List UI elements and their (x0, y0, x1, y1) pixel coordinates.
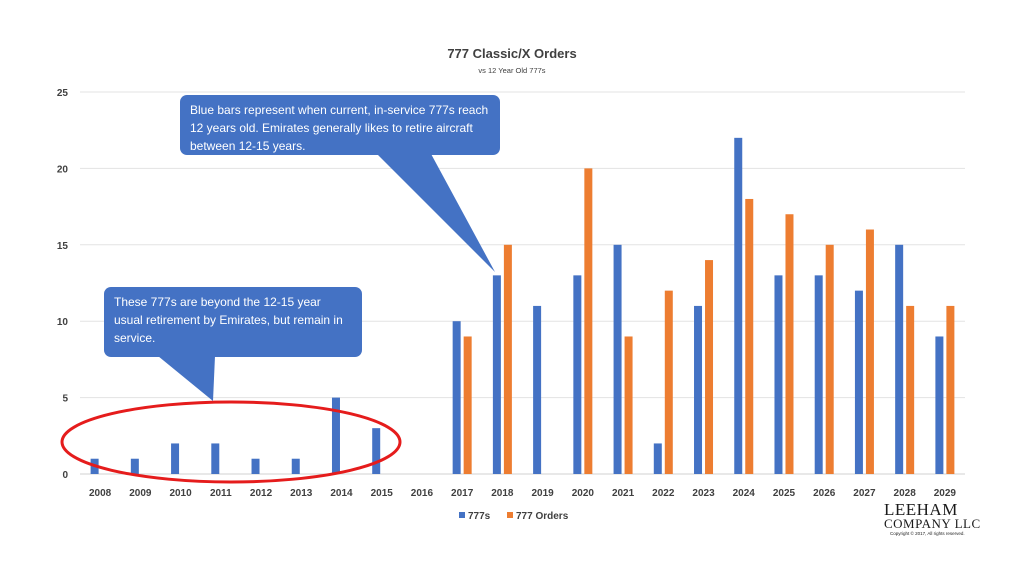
bar-777-orders (664, 290, 673, 474)
bar-777-orders (705, 260, 714, 474)
y-tick-label: 15 (57, 241, 69, 252)
y-axis-ticks: 0 5 10 15 20 25 (57, 88, 69, 481)
callout-blue-bars: Blue bars represent when current, in-ser… (180, 95, 500, 155)
x-tick-label: 2009 (129, 488, 152, 499)
x-tick-label: 2019 (531, 488, 554, 499)
legend-label: 777 Orders (516, 511, 569, 522)
x-tick-label: 2012 (250, 488, 273, 499)
y-tick-label: 20 (57, 164, 69, 175)
bar-777s (935, 336, 944, 474)
bar-777-orders (825, 244, 834, 474)
callout-old-pointer (158, 356, 215, 401)
bar-777s (130, 458, 139, 474)
x-tick-label: 2020 (572, 488, 595, 499)
bar-777-orders (463, 336, 472, 474)
x-tick-label: 2014 (330, 488, 353, 499)
bar-777s (291, 458, 300, 474)
chart-subtitle: vs 12 Year Old 777s (478, 66, 545, 75)
chart-title: 777 Classic/X Orders (447, 46, 576, 61)
x-axis-ticks: 2008 2009 2010 2011 2012 2013 2014 2015 2016 2017… (89, 488, 956, 499)
x-tick-label: 2024 (733, 488, 756, 499)
x-tick-label: 2011 (210, 488, 232, 499)
bar-777-orders (865, 229, 874, 474)
bar-777s (774, 275, 783, 474)
legend-swatch (459, 512, 465, 518)
x-tick-label: 2026 (813, 488, 836, 499)
x-tick-label: 2022 (652, 488, 675, 499)
x-tick-label: 2010 (169, 488, 192, 499)
bar-777-orders (745, 198, 754, 474)
bar-777s (653, 443, 662, 474)
bar-777s (573, 275, 582, 474)
x-tick-label: 2025 (773, 488, 796, 499)
logo-line2: COMPANY LLC (884, 516, 981, 531)
bar-777s (533, 305, 542, 474)
legend: 777s 777 Orders (459, 511, 569, 522)
bar-777s (854, 290, 863, 474)
x-tick-label: 2021 (612, 488, 635, 499)
bar-777s (734, 137, 743, 474)
bar-777s (171, 443, 180, 474)
bar-777s (814, 275, 823, 474)
y-tick-label: 10 (57, 317, 69, 328)
x-tick-label: 2018 (491, 488, 514, 499)
x-tick-label: 2029 (934, 488, 957, 499)
bar-777-orders (946, 305, 955, 474)
bar-777s (613, 244, 622, 474)
x-tick-label: 2028 (894, 488, 917, 499)
bar-777s (452, 321, 461, 474)
logo-copyright: Copyright © 2017, All rights reserved. (890, 531, 965, 536)
logo-line1: LEEHAM (884, 500, 958, 519)
legend-label: 777s (468, 511, 491, 522)
callout-blue-pointer (375, 152, 495, 272)
bar-777s (895, 244, 904, 474)
x-tick-label: 2027 (853, 488, 876, 499)
bar-777s (372, 428, 381, 474)
y-tick-label: 0 (62, 470, 68, 481)
bars (90, 137, 955, 475)
bar-777-orders (906, 305, 915, 474)
callout-old-777s: These 777s are beyond the 12-15 year usu… (104, 287, 362, 357)
bar-777s (331, 397, 340, 474)
bar-777s (251, 458, 260, 474)
bar-777-orders (503, 244, 512, 474)
x-tick-label: 2016 (411, 488, 434, 499)
x-tick-label: 2017 (451, 488, 474, 499)
bar-777s (211, 443, 220, 474)
y-tick-label: 25 (57, 88, 69, 99)
x-tick-label: 2008 (89, 488, 112, 499)
x-tick-label: 2023 (692, 488, 715, 499)
bar-777-orders (584, 168, 593, 474)
bar-777-orders (785, 214, 794, 475)
x-tick-label: 2013 (290, 488, 313, 499)
highlight-ellipse (60, 400, 402, 484)
legend-swatch (507, 512, 513, 518)
bar-777s (694, 305, 703, 474)
x-tick-label: 2015 (371, 488, 394, 499)
bar-777s (492, 275, 501, 474)
y-tick-label: 5 (62, 394, 68, 405)
leeham-logo: LEEHAM COMPANY LLC Copyright © 2017, All… (884, 500, 984, 540)
bar-777-orders (624, 336, 633, 474)
